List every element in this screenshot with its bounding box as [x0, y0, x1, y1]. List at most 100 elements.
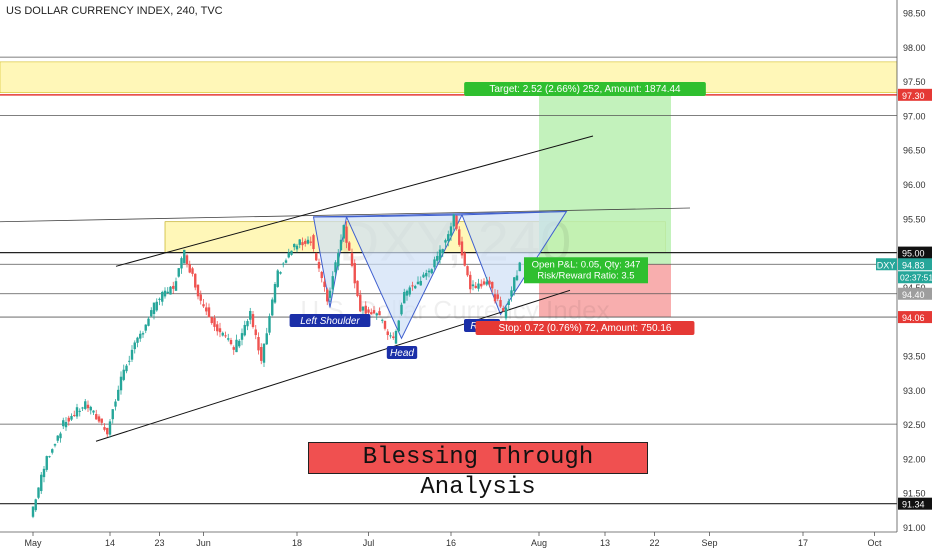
candle [493, 289, 497, 304]
candle [106, 427, 109, 438]
channel-lower [95, 289, 571, 442]
stop-label-text: Stop: 0.72 (0.76%) 72, Amount: 750.16 [499, 323, 672, 334]
candle [515, 270, 519, 282]
candle [147, 316, 150, 327]
candle-body [172, 285, 175, 289]
symbol-tag-bg [876, 258, 897, 271]
candle [444, 238, 447, 248]
candle [251, 311, 255, 329]
candle-body [309, 241, 312, 243]
candle [309, 236, 312, 246]
candle-body [466, 266, 469, 276]
countdown-bg [898, 271, 932, 284]
candle-body [48, 456, 51, 458]
candle-body [474, 285, 477, 288]
candle [320, 270, 323, 283]
candle [301, 237, 304, 251]
candle [163, 287, 167, 299]
candle-body [111, 409, 114, 420]
candle [383, 320, 387, 331]
candle [430, 268, 433, 275]
candle [172, 281, 175, 294]
candle [331, 271, 334, 294]
candle [100, 418, 103, 426]
candle-body [370, 312, 373, 315]
candle [185, 254, 189, 268]
candle [400, 302, 403, 316]
candle [70, 413, 73, 421]
candle-body [342, 225, 345, 239]
candle-body [287, 252, 290, 258]
candle [458, 226, 461, 247]
candle-body [210, 317, 213, 324]
candle-body [78, 410, 81, 412]
candle [64, 417, 68, 431]
candle [86, 400, 90, 412]
candle [491, 281, 494, 293]
label-head-text: Head [390, 348, 414, 359]
candle [199, 290, 202, 305]
candle-body [232, 347, 235, 350]
candle [169, 286, 172, 295]
candle-body [298, 239, 301, 245]
x-tick-0: May [24, 538, 42, 548]
candle [353, 259, 356, 289]
candle [466, 265, 469, 277]
candle [326, 287, 329, 306]
candle-body [114, 401, 117, 407]
candle-body [477, 283, 480, 289]
candle [262, 343, 266, 368]
candle [370, 308, 373, 315]
candle [246, 319, 249, 331]
candle-body [438, 249, 442, 260]
x-tick-6: 16 [446, 538, 456, 548]
candle [224, 331, 227, 339]
candle [194, 273, 197, 291]
candle-body [452, 214, 455, 227]
candle [81, 406, 84, 412]
price-tag-3: 97.30 [902, 91, 925, 101]
label-left-shoulder-bg [289, 314, 371, 327]
candle [452, 213, 455, 231]
open-pnl-text: Open P&L: 0.05, Qty: 347 [532, 259, 641, 270]
candle [89, 405, 92, 415]
candle-body [353, 263, 356, 284]
candle-body [504, 307, 508, 319]
candle-body [130, 349, 134, 360]
candle-body [163, 290, 167, 297]
candle [221, 331, 224, 337]
price-tag-8: 95.00 [902, 249, 925, 259]
candle [474, 282, 477, 289]
channel-upper [115, 135, 594, 267]
candle-body [246, 321, 249, 327]
x-tick-8: 13 [600, 538, 610, 548]
candle-body [279, 272, 282, 274]
candle-body [194, 273, 197, 288]
candle-body [51, 449, 54, 453]
candle-body [392, 336, 395, 338]
x-tick-2: 23 [154, 538, 164, 548]
candle [139, 330, 142, 342]
candle-body [224, 335, 227, 337]
candle-body [518, 262, 521, 272]
candle [254, 325, 257, 340]
supply-zone [0, 61, 898, 94]
candle [342, 224, 345, 243]
candle-body [70, 415, 73, 420]
candle-body [158, 298, 161, 300]
candle [210, 316, 213, 325]
stop-label-bg [475, 321, 695, 335]
candle-body [444, 240, 447, 243]
candle [51, 448, 54, 455]
candle-body [103, 427, 106, 430]
y-tick-4: 97.00 [903, 111, 926, 121]
pattern-head [345, 214, 463, 340]
candle-body [469, 274, 472, 290]
candle-body [42, 468, 46, 478]
candle-body [496, 294, 499, 299]
candle-body [161, 292, 164, 302]
candle [205, 302, 208, 316]
price-tag-bg-9 [898, 258, 932, 271]
candle-body [331, 276, 334, 290]
